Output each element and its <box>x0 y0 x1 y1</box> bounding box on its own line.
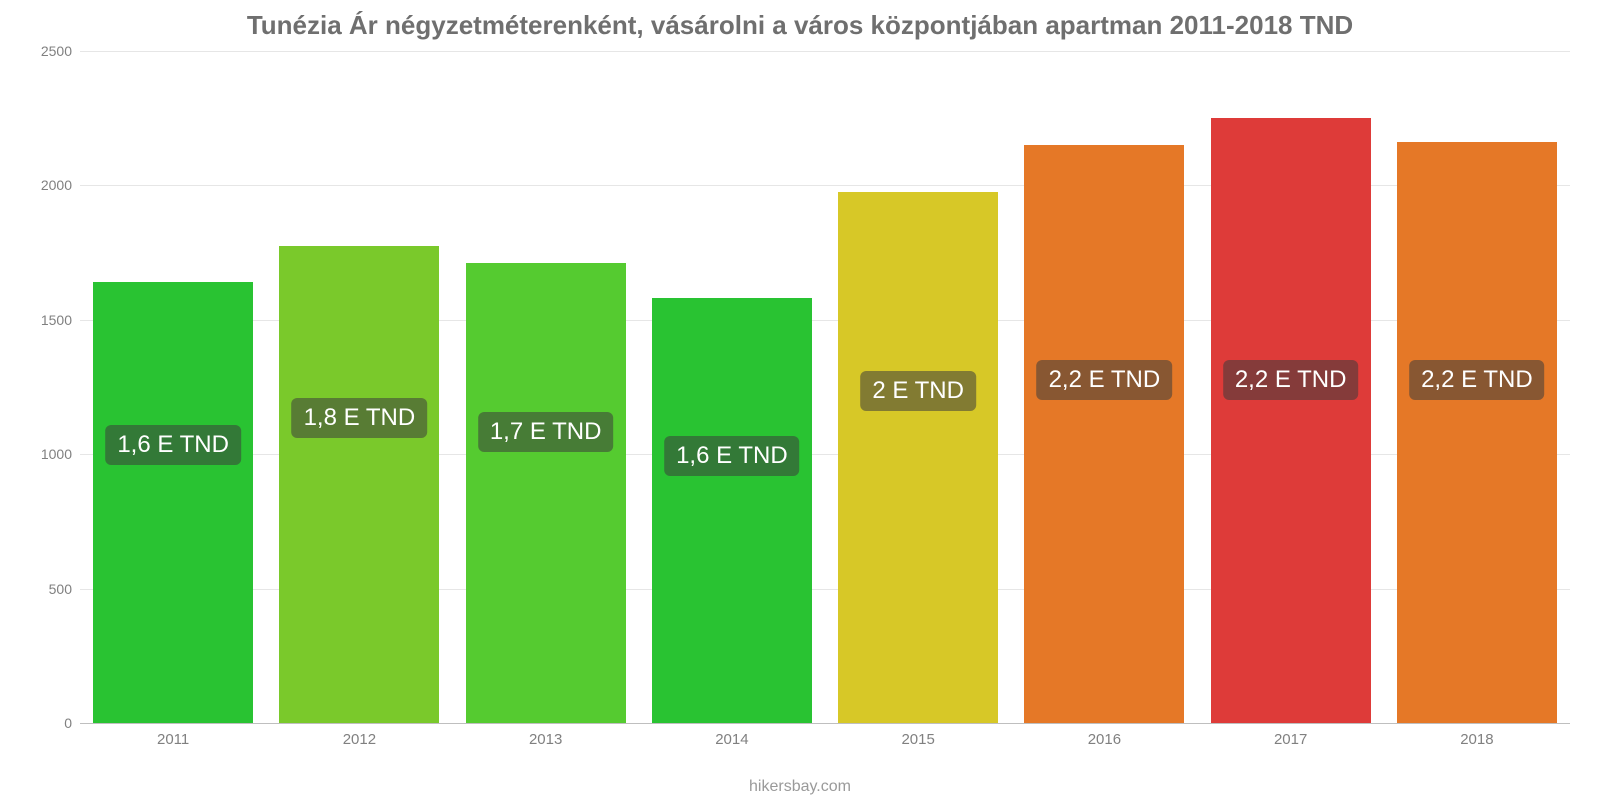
x-tick-label: 2016 <box>1011 723 1197 753</box>
bar <box>93 282 253 723</box>
bar-slot: 1,7 E TND <box>453 51 639 723</box>
x-tick-label: 2015 <box>825 723 1011 753</box>
bar-value-label: 1,6 E TND <box>664 436 800 476</box>
plot-area: 050010001500200025001,6 E TND1,8 E TND1,… <box>20 51 1580 753</box>
x-axis: 20112012201320142015201620172018 <box>80 723 1570 753</box>
y-tick-label: 1500 <box>20 312 72 328</box>
y-tick-label: 500 <box>20 581 72 597</box>
y-tick-label: 2000 <box>20 177 72 193</box>
attribution-text: hikersbay.com <box>0 778 1600 796</box>
bar <box>466 263 626 723</box>
bar-value-label: 2,2 E TND <box>1223 360 1359 400</box>
bar-value-label: 1,8 E TND <box>292 398 428 438</box>
y-tick-label: 1000 <box>20 446 72 462</box>
bar-slot: 1,6 E TND <box>639 51 825 723</box>
bar <box>1211 118 1371 723</box>
x-tick-label: 2013 <box>453 723 639 753</box>
bar-slot: 1,8 E TND <box>266 51 452 723</box>
x-tick-label: 2014 <box>639 723 825 753</box>
chart-title: Tunézia Ár négyzetméterenként, vásárolni… <box>20 10 1580 41</box>
bar-slot: 2 E TND <box>825 51 1011 723</box>
bar-slot: 2,2 E TND <box>1198 51 1384 723</box>
x-tick-label: 2012 <box>266 723 452 753</box>
bar-value-label: 2,2 E TND <box>1037 360 1173 400</box>
x-tick-label: 2017 <box>1198 723 1384 753</box>
bars-area: 1,6 E TND 1,8 E TND 1,7 E TND 1,6 E TND 2 E … <box>80 51 1570 723</box>
bar <box>1024 145 1184 723</box>
bar-value-label: 1,7 E TND <box>478 412 614 452</box>
chart-container: Tunézia Ár négyzetméterenként, vásárolni… <box>0 0 1600 800</box>
bar <box>838 192 998 723</box>
bar <box>279 246 439 723</box>
bar-slot: 2,2 E TND <box>1011 51 1197 723</box>
bar-value-label: 2 E TND <box>860 371 976 411</box>
bar <box>652 298 812 723</box>
y-tick-label: 0 <box>20 715 72 731</box>
bar-value-label: 1,6 E TND <box>105 425 241 465</box>
x-tick-label: 2018 <box>1384 723 1570 753</box>
bar <box>1397 142 1557 723</box>
x-tick-label: 2011 <box>80 723 266 753</box>
bar-value-label: 2,2 E TND <box>1409 360 1545 400</box>
y-tick-label: 2500 <box>20 43 72 59</box>
bar-slot: 2,2 E TND <box>1384 51 1570 723</box>
bar-slot: 1,6 E TND <box>80 51 266 723</box>
